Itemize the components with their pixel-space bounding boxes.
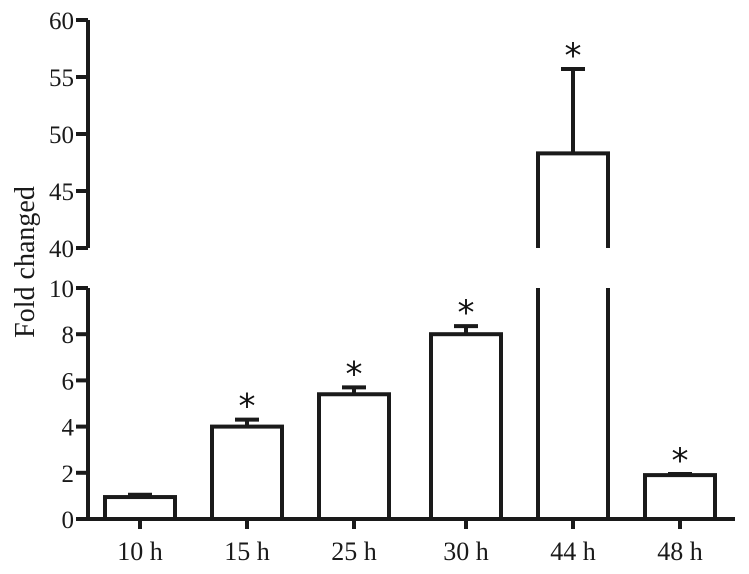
significance-star: * (565, 36, 582, 76)
bar-upper-segment (536, 151, 610, 248)
x-tick-label: 15 h (224, 537, 270, 566)
x-tick-label: 25 h (331, 537, 377, 566)
bars (103, 67, 717, 522)
bar-lower-segment (536, 288, 610, 521)
y-tick-label: 6 (62, 368, 75, 395)
axes (76, 18, 735, 529)
significance-star: * (239, 387, 256, 427)
significance-star: * (458, 293, 475, 333)
x-tick-label: 10 h (117, 537, 163, 566)
y-tick-label: 60 (49, 8, 74, 35)
bar (643, 473, 717, 521)
y-tick-label: 45 (49, 179, 74, 206)
x-tick-label: 48 h (657, 537, 703, 566)
significance-star: * (672, 441, 689, 481)
x-tick-label: 44 h (550, 537, 596, 566)
bar (317, 392, 391, 522)
y-tick-label: 55 (49, 65, 74, 92)
significance-star: * (346, 354, 363, 394)
bar (210, 424, 284, 522)
y-tick-label: 4 (62, 415, 75, 442)
bar (429, 332, 503, 522)
y-axis-title: Fold changed (10, 186, 41, 338)
y-tick-label: 10 (49, 276, 74, 303)
y-tick-label: 40 (49, 236, 74, 263)
y-tick-label: 50 (49, 122, 74, 149)
bar (536, 151, 610, 521)
tick-labels: 0 2 4 6 8 10 40 45 50 55 60 10 h 15 h 25 h 30 h 44 h 48 … (49, 8, 703, 566)
bar (103, 495, 177, 521)
y-tick-label: 2 (62, 461, 75, 488)
y-tick-label: 0 (62, 507, 75, 534)
x-tick-label: 30 h (443, 537, 489, 566)
y-tick-label: 8 (62, 322, 75, 349)
